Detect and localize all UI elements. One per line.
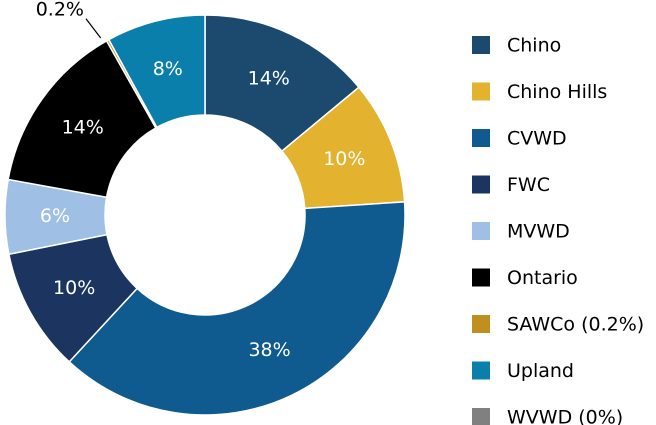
data-label: 14% xyxy=(62,117,104,139)
legend-swatch xyxy=(472,315,490,333)
legend-swatch xyxy=(472,222,490,240)
legend-swatch xyxy=(472,361,490,380)
legend-label: Chino xyxy=(507,35,561,57)
data-label: 14% xyxy=(248,68,290,90)
legend-swatch xyxy=(472,268,490,287)
legend-label: MVWD xyxy=(507,221,570,243)
legend-swatch xyxy=(472,175,490,194)
legend-label: FWC xyxy=(507,174,550,196)
legend-label: Upland xyxy=(507,360,574,382)
legend-label: WVWD (0%) xyxy=(507,407,623,425)
legend-swatch xyxy=(472,408,490,425)
leader-line xyxy=(85,18,102,39)
legend-label: Chino Hills xyxy=(507,81,607,103)
data-label: 38% xyxy=(248,339,290,361)
legend-label: SAWCo (0.2%) xyxy=(507,314,644,336)
data-label: 6% xyxy=(40,205,70,227)
legend-swatch xyxy=(472,82,490,101)
data-label: 8% xyxy=(153,58,183,80)
data-label: 10% xyxy=(323,148,365,170)
data-label: 0.2% xyxy=(36,0,84,20)
legend-label: CVWD xyxy=(507,128,567,150)
donut-segment xyxy=(68,201,406,416)
legend-swatch xyxy=(472,129,490,147)
donut-segment xyxy=(107,14,206,129)
legend-label: Ontario xyxy=(507,267,578,289)
legend-swatch xyxy=(472,36,490,54)
data-label: 10% xyxy=(53,277,95,299)
